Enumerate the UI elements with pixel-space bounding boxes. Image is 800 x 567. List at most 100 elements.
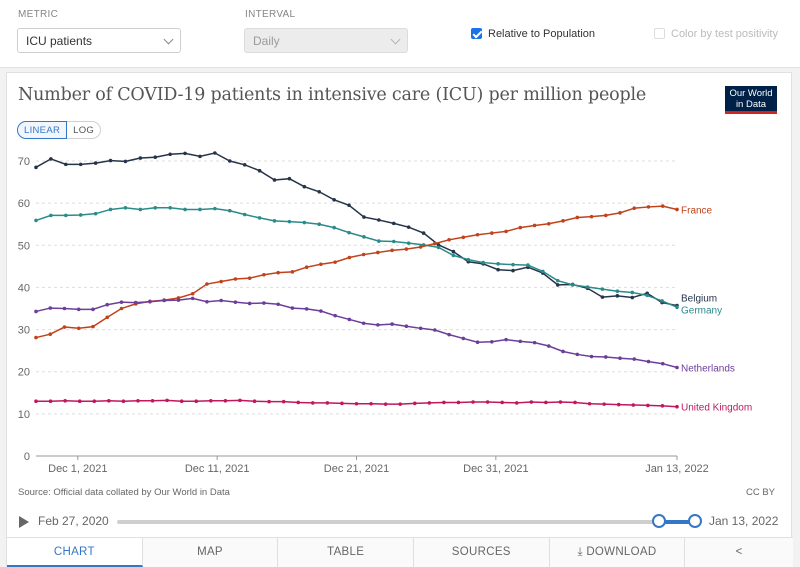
data-point-united-kingdom <box>485 400 490 404</box>
controls-bar: METRIC ICU patients INTERVAL Daily Relat… <box>0 0 800 68</box>
y-tick-label: 70 <box>18 156 30 168</box>
data-point-france <box>575 215 580 220</box>
license-link[interactable]: CC BY <box>745 487 775 498</box>
data-point-belgium <box>257 168 262 173</box>
data-point-belgium <box>391 221 396 226</box>
data-point-belgium <box>242 162 247 167</box>
data-point-united-kingdom <box>63 398 67 403</box>
data-point-belgium <box>630 295 635 300</box>
tab-chart[interactable]: CHART <box>7 538 143 567</box>
data-point-germany <box>332 225 336 230</box>
data-point-united-kingdom <box>92 399 97 404</box>
timeline-end-date[interactable]: Jan 13, 2022 <box>709 514 779 528</box>
data-point-germany <box>302 220 307 225</box>
data-point-netherlands <box>632 357 637 361</box>
data-point-united-kingdom <box>267 399 271 404</box>
data-point-france <box>48 332 53 337</box>
data-point-belgium <box>406 225 411 229</box>
data-point-united-kingdom <box>616 402 621 407</box>
data-point-netherlands <box>547 344 551 348</box>
data-point-france <box>304 265 309 269</box>
owid-logo[interactable]: Our World in Data <box>725 86 777 114</box>
data-point-netherlands <box>376 323 380 327</box>
data-point-germany <box>49 213 53 218</box>
relative-to-population-label: Relative to Population <box>488 28 596 40</box>
color-by-positivity-checkbox[interactable] <box>654 28 665 39</box>
relative-to-population-checkbox[interactable] <box>471 28 482 39</box>
data-point-belgium <box>496 267 500 272</box>
source-note: Source: Official data collated by Our Wo… <box>18 487 230 498</box>
data-point-netherlands <box>148 299 152 304</box>
timeline-start-handle[interactable] <box>652 514 666 528</box>
data-point-france <box>547 221 551 226</box>
data-point-netherlands <box>575 352 580 357</box>
chart-card: Number of COVID-19 patients in intensive… <box>6 72 793 567</box>
data-point-france <box>290 270 295 274</box>
play-icon[interactable] <box>19 516 29 528</box>
data-point-united-kingdom <box>121 399 126 404</box>
data-point-germany <box>555 278 560 283</box>
data-point-germany <box>600 287 605 291</box>
data-point-united-kingdom <box>310 401 315 405</box>
share-button[interactable]: < <box>685 538 793 567</box>
data-point-germany <box>78 213 83 217</box>
x-tick-label: Jan 13, 2022 <box>645 463 709 475</box>
data-point-netherlands <box>390 322 394 326</box>
data-point-united-kingdom <box>238 398 242 403</box>
data-point-germany <box>168 205 172 210</box>
data-point-belgium <box>227 159 232 163</box>
data-point-united-kingdom <box>383 402 388 406</box>
data-point-germany <box>183 207 187 212</box>
data-point-france <box>190 291 195 296</box>
data-point-belgium <box>123 159 128 164</box>
data-point-france <box>262 272 266 277</box>
legend-label-belgium: Belgium <box>681 294 717 305</box>
data-point-united-kingdom <box>514 401 519 405</box>
data-point-germany <box>108 207 113 212</box>
metric-select[interactable]: ICU patients <box>17 28 181 53</box>
timeline-start-date[interactable]: Feb 27, 2020 <box>38 514 109 528</box>
metric-label: METRIC <box>18 9 59 20</box>
data-point-france <box>205 282 209 286</box>
data-point-belgium <box>615 294 620 298</box>
data-point-germany <box>64 213 68 218</box>
data-point-france <box>603 213 608 218</box>
y-tick-label: 20 <box>18 367 30 379</box>
data-point-netherlands <box>660 361 665 366</box>
chart-title: Number of COVID-19 patients in intensive… <box>18 85 647 105</box>
data-point-united-kingdom <box>296 400 301 405</box>
y-tick-label: 0 <box>24 451 30 463</box>
data-point-france <box>433 241 437 246</box>
data-point-netherlands <box>333 313 337 318</box>
y-tick-label: 30 <box>18 325 30 337</box>
data-point-netherlands <box>603 355 608 359</box>
tab-sources[interactable]: SOURCES <box>413 538 550 567</box>
data-point-united-kingdom <box>660 404 665 408</box>
color-by-positivity-label: Color by test positivity <box>671 28 778 40</box>
data-point-netherlands <box>490 339 494 344</box>
tab-table[interactable]: TABLE <box>278 538 414 567</box>
data-point-netherlands <box>48 306 53 310</box>
data-point-united-kingdom <box>558 400 563 404</box>
interval-select[interactable]: Daily <box>244 28 408 53</box>
data-point-netherlands <box>262 301 266 305</box>
data-point-netherlands <box>347 317 352 322</box>
timeline-selected-range <box>659 520 695 524</box>
timeline-track[interactable] <box>117 520 695 524</box>
data-point-united-kingdom <box>77 399 82 404</box>
data-point-germany <box>257 216 262 220</box>
data-point-germany <box>317 222 322 227</box>
tab-download[interactable]: ⤓ DOWNLOAD <box>549 538 686 567</box>
timeline-end-handle[interactable] <box>688 514 702 528</box>
data-point-germany <box>541 269 545 274</box>
data-point-netherlands <box>675 365 679 370</box>
data-point-united-kingdom <box>398 402 403 406</box>
data-point-united-kingdom <box>150 398 155 403</box>
data-point-belgium <box>49 157 53 161</box>
linear-scale-button[interactable]: LINEAR <box>17 121 68 139</box>
y-tick-label: 50 <box>18 240 30 252</box>
log-scale-button[interactable]: LOG <box>67 121 102 139</box>
data-point-united-kingdom <box>631 403 636 407</box>
data-point-netherlands <box>361 321 366 326</box>
tab-map[interactable]: MAP <box>142 538 279 567</box>
